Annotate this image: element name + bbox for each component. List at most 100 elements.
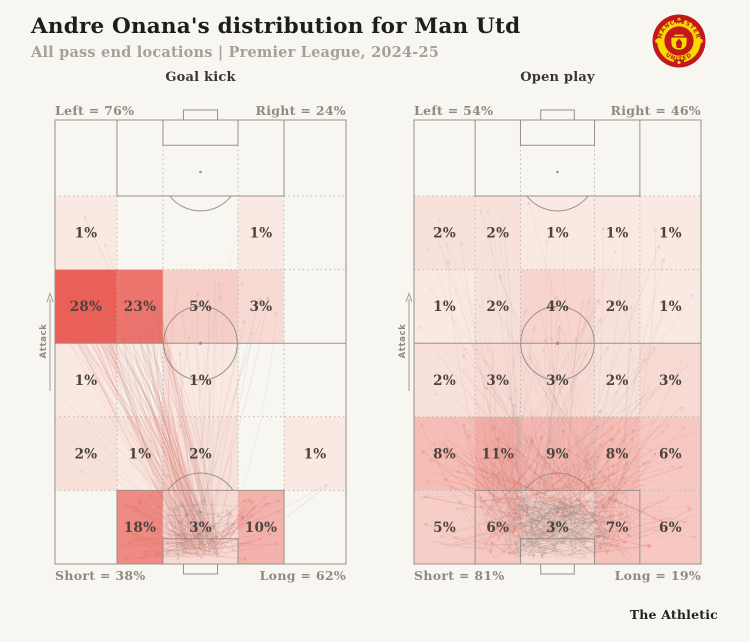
pass-line <box>531 522 578 557</box>
pass-line <box>525 532 532 554</box>
pass-arrowhead <box>139 555 144 560</box>
pass-line <box>452 511 529 544</box>
pass-line <box>541 508 586 557</box>
pass-arrowhead <box>132 505 137 510</box>
pass-line <box>479 505 497 520</box>
pass-line <box>542 545 554 550</box>
pass-line <box>455 505 580 515</box>
pass-arrowhead <box>506 457 511 462</box>
pass-arrowhead <box>628 347 633 352</box>
pass-line <box>530 515 595 546</box>
pass-line <box>510 515 607 524</box>
pass-arrowhead <box>515 533 521 538</box>
pass-arrowhead <box>124 504 129 509</box>
pass-arrowhead <box>151 287 156 292</box>
pass-line <box>125 316 195 534</box>
pass-arrowhead <box>603 520 608 525</box>
pass-line <box>517 522 601 537</box>
pass-line <box>179 511 189 515</box>
zone-percent-label: 4% <box>546 299 569 315</box>
open-play-bottom-split: Short = 81% Long = 19% <box>414 568 701 583</box>
pass-line <box>193 516 260 552</box>
pass-line <box>109 335 203 539</box>
crest-devil <box>675 38 683 48</box>
pass-line <box>81 295 200 546</box>
pass-line <box>167 514 188 536</box>
pass-line <box>530 434 552 524</box>
pass-arrowhead <box>184 512 189 518</box>
pass-arrowhead <box>479 209 484 214</box>
pass-arrowhead <box>588 520 593 526</box>
pass-line <box>604 510 696 538</box>
pass-line <box>514 388 601 524</box>
pass-line <box>89 295 216 545</box>
pass-line <box>179 424 214 543</box>
pass-line <box>536 545 565 555</box>
pass-arrowhead <box>597 534 602 539</box>
pass-line <box>447 260 514 548</box>
attack-arrow-icon <box>46 291 54 303</box>
zone-percent-label: 2% <box>433 226 456 242</box>
pass-line <box>85 451 205 543</box>
zone-percent-label: 1% <box>659 226 682 242</box>
heat-zone <box>414 269 476 344</box>
heat-zone <box>414 196 476 270</box>
pass-line <box>446 243 566 531</box>
pass-arrowhead <box>461 354 466 359</box>
pass-line <box>498 452 520 558</box>
pass-arrowhead <box>420 450 426 455</box>
pass-arrowhead <box>518 553 524 557</box>
pass-line <box>525 507 553 543</box>
pass-arrowhead <box>540 548 545 553</box>
pass-arrowhead <box>535 528 540 532</box>
pass-line <box>514 441 534 503</box>
pass-line <box>109 282 217 545</box>
pass-line <box>135 298 211 558</box>
pass-line <box>569 299 584 538</box>
pass-line <box>533 448 652 544</box>
pass-line <box>138 327 196 550</box>
pass-arrowhead <box>239 514 244 519</box>
pass-arrowhead <box>250 331 254 336</box>
heat-zone <box>594 269 640 344</box>
pass-line <box>130 538 201 541</box>
pass-line <box>76 308 215 544</box>
pass-line <box>67 328 203 534</box>
pass-line <box>521 508 599 518</box>
pass-line <box>440 535 588 560</box>
pass-line <box>104 314 209 541</box>
pass-line <box>494 385 651 559</box>
pass-line <box>136 544 191 549</box>
pass-line <box>447 519 544 547</box>
pass-arrowhead <box>549 438 553 444</box>
pass-line <box>192 309 211 535</box>
pass-arrowhead <box>455 470 461 475</box>
pass-arrowhead <box>240 280 244 286</box>
pass-line <box>589 514 693 551</box>
pass-arrowhead <box>665 304 669 309</box>
pass-line <box>157 288 219 540</box>
pass-line <box>179 352 204 547</box>
pass-arrowhead <box>137 325 141 331</box>
pass-line <box>486 478 621 545</box>
pass-arrowhead <box>107 277 111 283</box>
pass-line <box>180 503 234 507</box>
pass-arrowhead <box>520 508 526 512</box>
pass-line <box>485 510 663 517</box>
pass-line <box>489 237 532 533</box>
pass-arrowhead <box>137 502 142 507</box>
pass-line <box>216 512 232 548</box>
pass-line <box>513 498 534 525</box>
pass-line <box>500 466 629 555</box>
pass-line <box>570 501 582 537</box>
heat-zone <box>639 490 701 564</box>
pass-line <box>138 274 217 555</box>
pass-arrowhead <box>130 533 136 537</box>
pass-line <box>541 547 557 552</box>
pass-line <box>530 512 552 524</box>
pass-arrowhead <box>136 311 140 317</box>
pass-line <box>568 541 602 556</box>
left-split-label: Left = 54% <box>414 103 494 118</box>
pass-arrowhead <box>225 508 229 514</box>
